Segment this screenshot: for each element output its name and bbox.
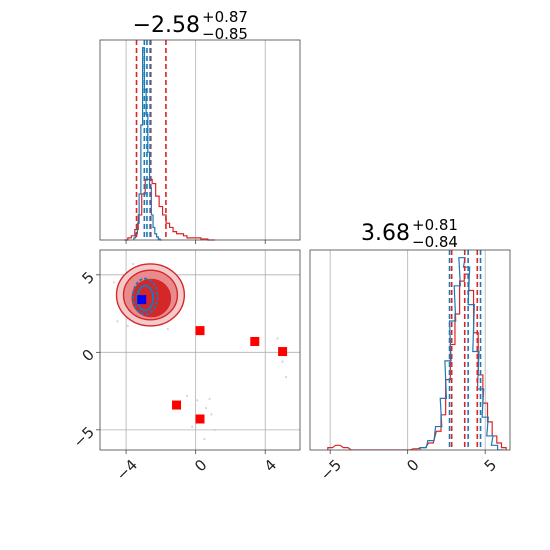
sample-point [210,413,213,416]
histogram-series-red [327,273,507,450]
histogram-series-blue [133,47,162,241]
title-param2-value: 3.68 [361,221,410,246]
histogram-series-blue [419,257,504,450]
sample-point [131,262,135,266]
tick-label-x-2: 5 [481,456,500,475]
sample-point [112,281,116,284]
sample-point [208,397,211,400]
title-param2-upper-error: +0.81 [412,216,458,234]
sample-point [185,394,189,397]
red-square-marker [172,400,182,410]
sample-point [116,320,119,323]
title-param1-lower-error: −0.85 [202,25,248,43]
blue-contour-0 [132,277,159,316]
red-square-marker [195,414,205,424]
tick-label-y-2: 5 [79,268,98,287]
sample-point [191,425,194,428]
marginal-histogram-param1: −2.58 +0.87 −0.85 [99,8,301,244]
title-param2-lower-error: −0.84 [412,233,458,251]
tick-label-x-1: 0 [191,456,210,475]
tick-label-y-1: 0 [79,346,98,365]
joint-scatter-panel: −4 0 4 −5 0 5 [70,249,301,484]
title-param1-upper-error: +0.87 [202,8,248,26]
tick-label-x-1: 0 [403,456,422,475]
axes-frame-joint [99,249,301,451]
red-square-marker [278,347,288,357]
red-square-marker [195,326,205,336]
sample-point [284,376,288,379]
sample-point [166,327,169,331]
sample-point [126,324,129,328]
tick-label-y-0: −5 [70,423,98,451]
histogram-series-red [124,178,215,241]
axes-frame-param1 [99,39,301,241]
tick-label-x-0: −4 [113,456,141,484]
axes-frame-param2 [309,249,511,451]
marginal-histogram-param2: 3.68 +0.81 −0.84 −5 0 5 [309,216,511,484]
sample-point [203,438,206,441]
tick-label-x-0: −5 [317,456,345,484]
tick-label-x-2: 4 [261,456,280,475]
sample-point [213,428,216,431]
sample-point [196,399,199,402]
sample-point [276,337,279,340]
sample-point [281,360,284,363]
sample-point [204,407,208,410]
title-param1-value: −2.58 [133,13,200,38]
red-square-marker [250,336,260,346]
blue-square-marker [137,295,147,305]
